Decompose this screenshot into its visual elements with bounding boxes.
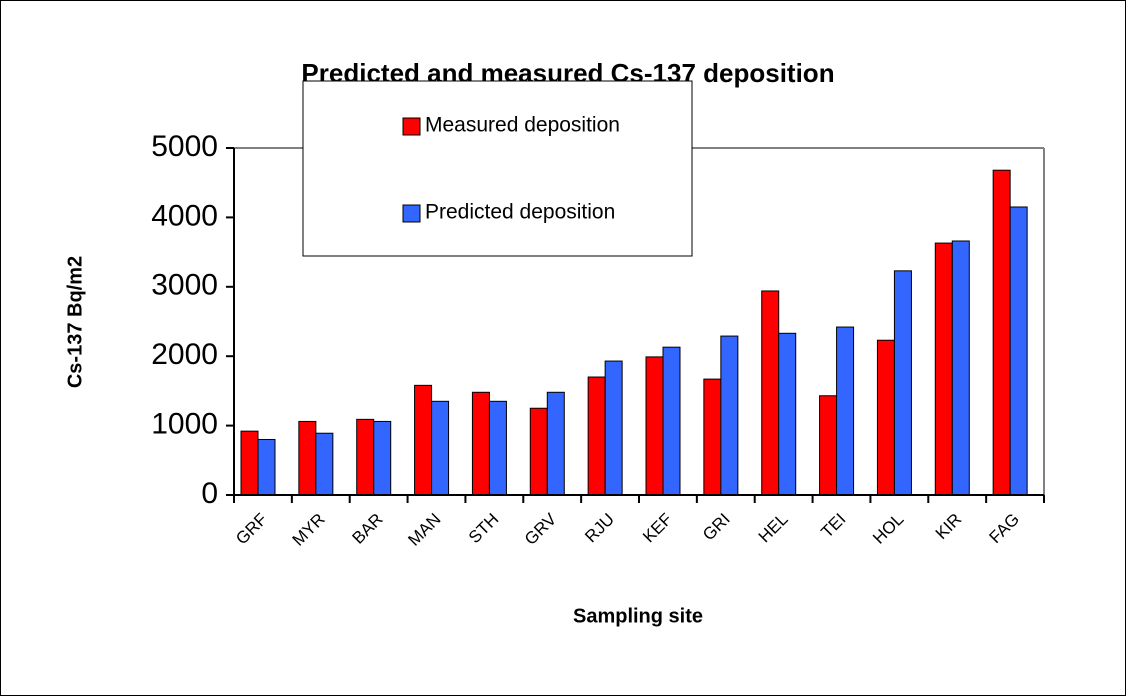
- bar: [356, 418, 375, 496]
- y-axis-label: Cs-137 Bq/m2: [64, 256, 86, 388]
- bar: [1009, 206, 1028, 496]
- bar: [414, 384, 433, 496]
- bar: [819, 395, 838, 496]
- y-tick-label: 4000: [151, 199, 218, 232]
- bar: [662, 346, 681, 496]
- bar: [720, 335, 739, 496]
- y-tick-label: 1000: [151, 408, 218, 441]
- legend-label: Predicted deposition: [425, 201, 615, 224]
- legend-swatch: [402, 117, 421, 136]
- bar: [488, 400, 507, 496]
- legend-swatch: [402, 204, 421, 223]
- y-tick-label: 0: [201, 477, 218, 510]
- bar: [315, 432, 334, 496]
- bar: [373, 420, 392, 496]
- bar: [546, 391, 565, 496]
- bar: [934, 242, 953, 496]
- bar: [951, 240, 970, 496]
- legend-box: [302, 80, 693, 257]
- bar: [893, 270, 912, 496]
- bar: [471, 391, 490, 496]
- bar: [587, 376, 606, 496]
- bar: [431, 400, 450, 496]
- legend-label: Measured deposition: [425, 114, 620, 137]
- bar: [761, 290, 780, 496]
- bar: [778, 332, 797, 496]
- bar: [240, 430, 259, 496]
- y-tick-label: 3000: [151, 269, 218, 302]
- bar: [298, 420, 317, 496]
- x-axis-label: Sampling site: [573, 605, 703, 627]
- bar: [604, 360, 623, 496]
- y-tick-label: 5000: [151, 130, 218, 163]
- bar: [257, 438, 276, 496]
- bar: [645, 356, 664, 496]
- bar: [876, 339, 895, 496]
- y-tick-label: 2000: [151, 338, 218, 371]
- bar: [529, 407, 548, 496]
- bar: [703, 378, 722, 496]
- bar: [836, 326, 855, 496]
- bar: [992, 169, 1011, 496]
